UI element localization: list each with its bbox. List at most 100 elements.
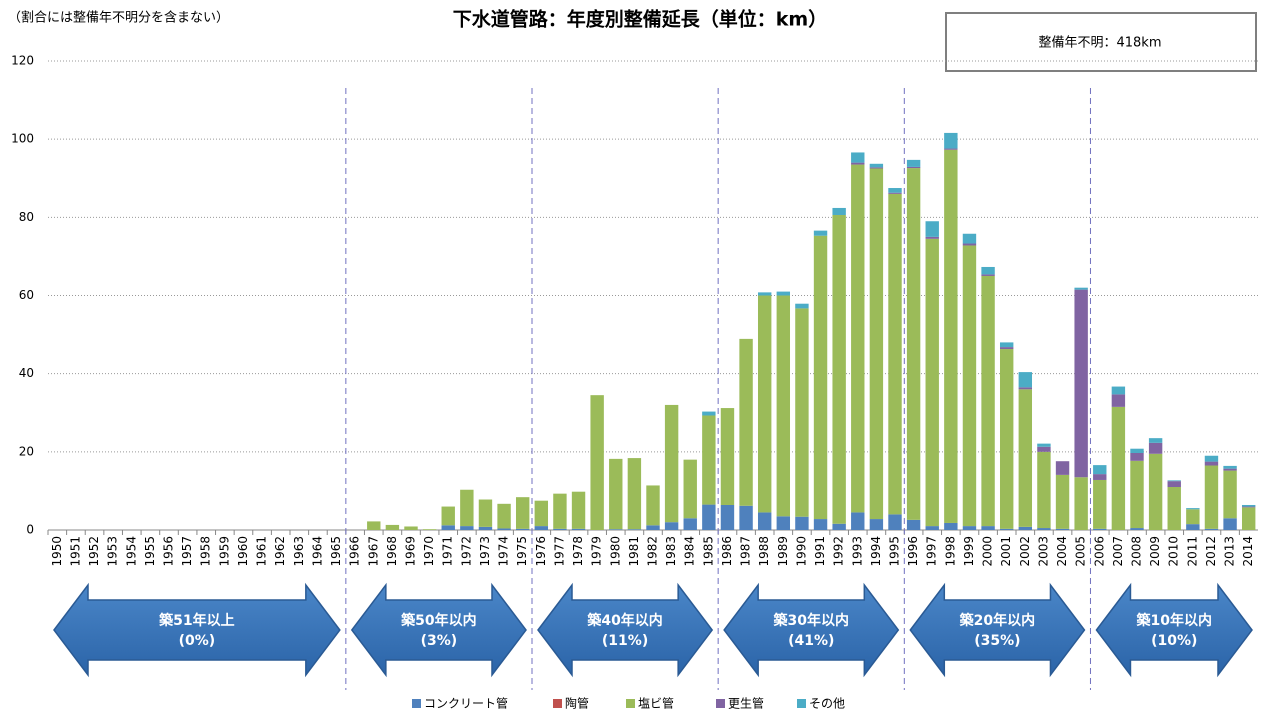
note: （割合には整備年不明分を含まない） (8, 10, 229, 26)
bar-segment (1130, 460, 1144, 529)
bar-segment (1223, 465, 1237, 469)
period-arrow (350, 582, 527, 678)
legend-swatch (716, 699, 725, 708)
bar-segment (906, 519, 921, 530)
x-tick-label: 1994 (869, 536, 883, 567)
bar-segment (1055, 461, 1070, 475)
bar-segment (869, 168, 884, 520)
legend-swatch (412, 699, 421, 708)
legend-swatch (626, 699, 635, 708)
y-tick-label: 40 (19, 366, 34, 380)
x-tick-label: 1998 (943, 536, 957, 567)
legend-label: 塩ビ管 (638, 696, 674, 711)
bar-segment (1148, 438, 1163, 443)
bar-segment (422, 529, 437, 530)
x-tick-label: 1997 (925, 536, 939, 567)
bar-segment (999, 349, 1014, 529)
bar-segment (1204, 528, 1219, 530)
bar-segment (906, 159, 921, 167)
x-tick-label: 1987 (739, 536, 753, 567)
x-tick-label: 1956 (162, 536, 176, 567)
period-share: (41%) (788, 633, 834, 649)
x-tick-label: 1954 (124, 536, 138, 567)
bar-segment (795, 516, 809, 530)
x-tick-label: 1963 (292, 536, 306, 567)
y-tick-label: 80 (19, 210, 34, 224)
bar-segment (813, 235, 828, 520)
bar-segment (832, 207, 846, 215)
period-arrow (723, 582, 900, 678)
bar-segment (1186, 524, 1200, 530)
bar-segment (888, 514, 902, 530)
bar-segment (869, 167, 884, 169)
period-arrow (53, 582, 341, 678)
x-tick-label: 2014 (1241, 536, 1255, 567)
period-arrow (537, 582, 714, 678)
bar-segment (1241, 506, 1256, 508)
bar-segment (795, 303, 809, 309)
bar-segment (962, 243, 977, 246)
bar-segment (944, 148, 958, 150)
bar-segment (981, 274, 995, 276)
x-tick-label: 1962 (273, 536, 287, 567)
x-tick-label: 2013 (1223, 536, 1237, 567)
x-tick-label: 1999 (962, 536, 976, 567)
bar-segment (590, 395, 604, 530)
bar-segment (609, 529, 623, 530)
period-label: 築40年以内 (586, 612, 662, 629)
bar-segment (367, 521, 381, 530)
bar-segment (1074, 287, 1088, 290)
bar-segment (553, 528, 567, 530)
bar-segment (627, 458, 642, 530)
bar-segment (906, 168, 921, 520)
bar-segment (999, 342, 1014, 348)
x-tick-label: 1986 (720, 536, 734, 567)
legend-swatch (797, 699, 806, 708)
bar-segment (776, 516, 791, 530)
x-tick-label: 2003 (1036, 536, 1050, 567)
bar-segment (1204, 455, 1219, 462)
period-label: 築30年以内 (772, 612, 848, 629)
period-label: 築50年以内 (400, 612, 476, 629)
x-tick-label: 2006 (1092, 536, 1106, 567)
x-tick-label: 1955 (143, 536, 157, 567)
bar-segment (1018, 372, 1033, 388)
x-tick-label: 1972 (459, 536, 473, 567)
bar-segment (888, 188, 902, 193)
x-tick-label: 1953 (106, 536, 120, 567)
bar-segment (944, 149, 958, 523)
x-tick-label: 1974 (497, 536, 511, 567)
x-tick-label: 1989 (776, 536, 790, 567)
period-arrow (1095, 582, 1253, 678)
bar-segment (1223, 470, 1237, 519)
bar-segment (478, 526, 493, 530)
x-tick-label: 1970 (422, 536, 436, 567)
bar-segment (981, 526, 995, 530)
x-tick-label: 2002 (1018, 536, 1032, 567)
bar-segment (925, 238, 939, 527)
bar-segment (1111, 386, 1126, 395)
bar-segment (1093, 474, 1107, 480)
x-tick-label: 1967 (366, 536, 380, 567)
legend-label: 更生管 (728, 696, 764, 711)
bar-segment (1018, 389, 1033, 527)
bar-segment (441, 525, 455, 530)
bar-segment (460, 526, 474, 530)
x-tick-label: 1975 (515, 536, 529, 567)
period-share: (10%) (1151, 633, 1197, 649)
bar-segment (478, 499, 493, 527)
x-tick-label: 1978 (571, 536, 585, 567)
bar-segment (851, 164, 865, 513)
bar-segment (646, 485, 660, 526)
bar-segment (739, 338, 753, 506)
bar-segment (1167, 481, 1181, 488)
x-tick-label: 1960 (236, 536, 250, 567)
bar-segment (702, 415, 716, 505)
y-tick-label: 120 (11, 54, 34, 68)
bar-segment (609, 458, 623, 530)
y-tick-label: 60 (19, 288, 34, 302)
y-tick-label: 0 (26, 523, 34, 537)
legend-swatch (553, 699, 562, 708)
bar-segment (832, 214, 846, 524)
x-tick-label: 1973 (478, 536, 492, 567)
